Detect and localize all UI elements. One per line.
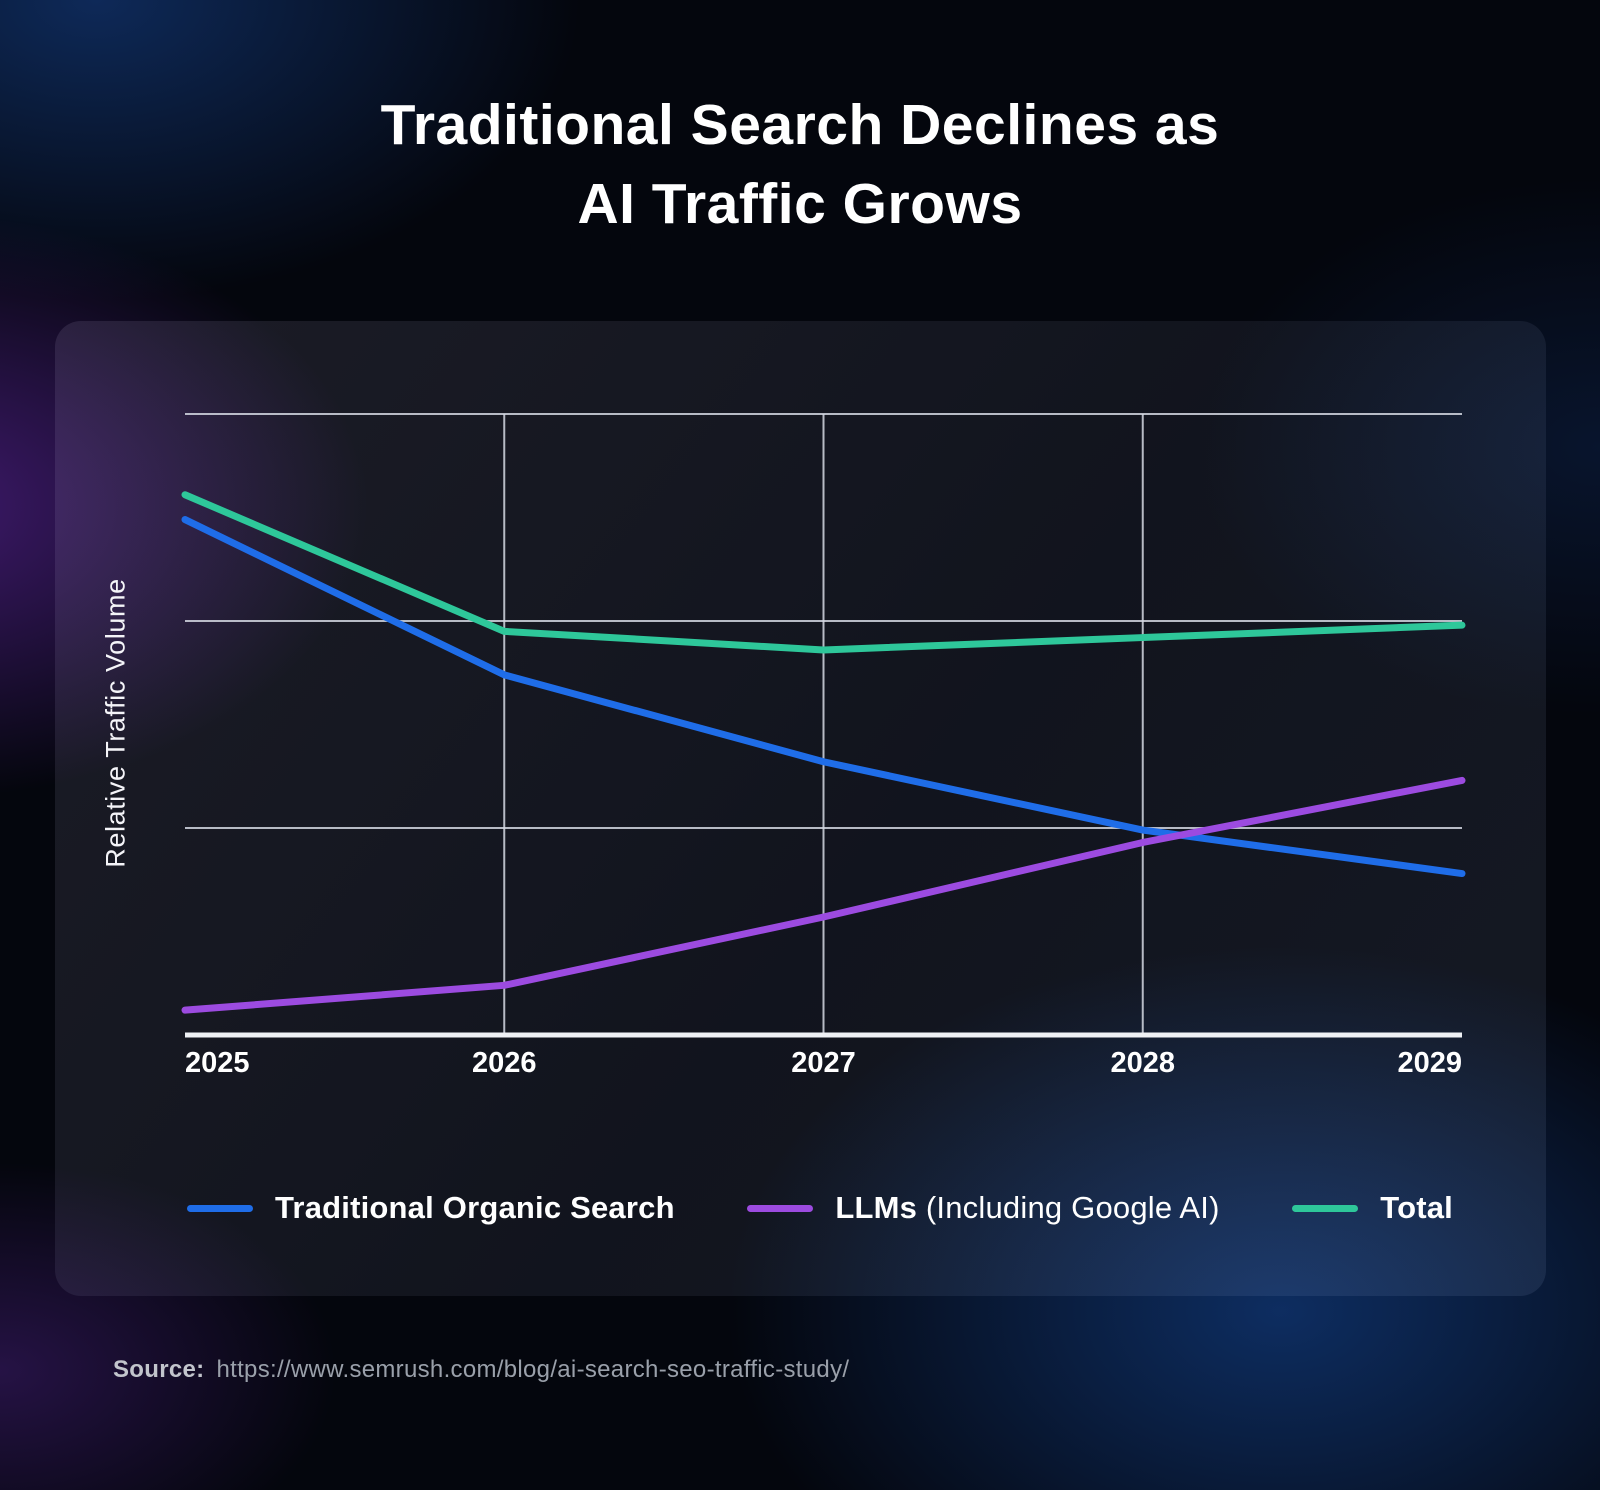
x-tick-label: 2026 xyxy=(472,1047,537,1079)
source-url: https://www.semrush.com/blog/ai-search-s… xyxy=(216,1356,850,1383)
legend-label-llms: LLMs xyxy=(835,1190,918,1225)
legend-swatch-total xyxy=(1292,1204,1359,1212)
legend-item-total: Total xyxy=(1292,1190,1453,1226)
x-tick-label: 2027 xyxy=(791,1047,856,1079)
legend-label-total: Total xyxy=(1380,1190,1453,1225)
series-line xyxy=(181,776,1466,1014)
x-tick-label: 2029 xyxy=(1397,1047,1462,1079)
legend-swatch-llms xyxy=(747,1204,814,1212)
page-title-line2: AI Traffic Grows xyxy=(577,171,1023,236)
legend-item-traditional: Traditional Organic Search xyxy=(187,1190,675,1226)
x-tick-label: 2025 xyxy=(185,1047,250,1079)
page-title-line1: Traditional Search Declines as xyxy=(380,93,1220,157)
page-title: Traditional Search Declines as AI Traffi… xyxy=(0,86,1600,243)
legend-label-llms-detail: (Including Google AI) xyxy=(917,1190,1220,1225)
series-line xyxy=(181,491,1466,654)
x-tick-label: 2028 xyxy=(1110,1047,1175,1079)
source-label: Source: xyxy=(113,1356,205,1383)
legend-item-llms: LLMs (Including Google AI) xyxy=(747,1190,1219,1226)
legend-swatch-traditional xyxy=(187,1204,253,1212)
chart-card xyxy=(55,321,1546,1296)
legend-label-traditional: Traditional Organic Search xyxy=(275,1190,675,1225)
chart-legend: Traditional Organic Search LLMs (Includi… xyxy=(187,1186,1453,1230)
source-line: Source: https://www.semrush.com/blog/ai-s… xyxy=(113,1356,849,1384)
series-line xyxy=(181,516,1466,878)
